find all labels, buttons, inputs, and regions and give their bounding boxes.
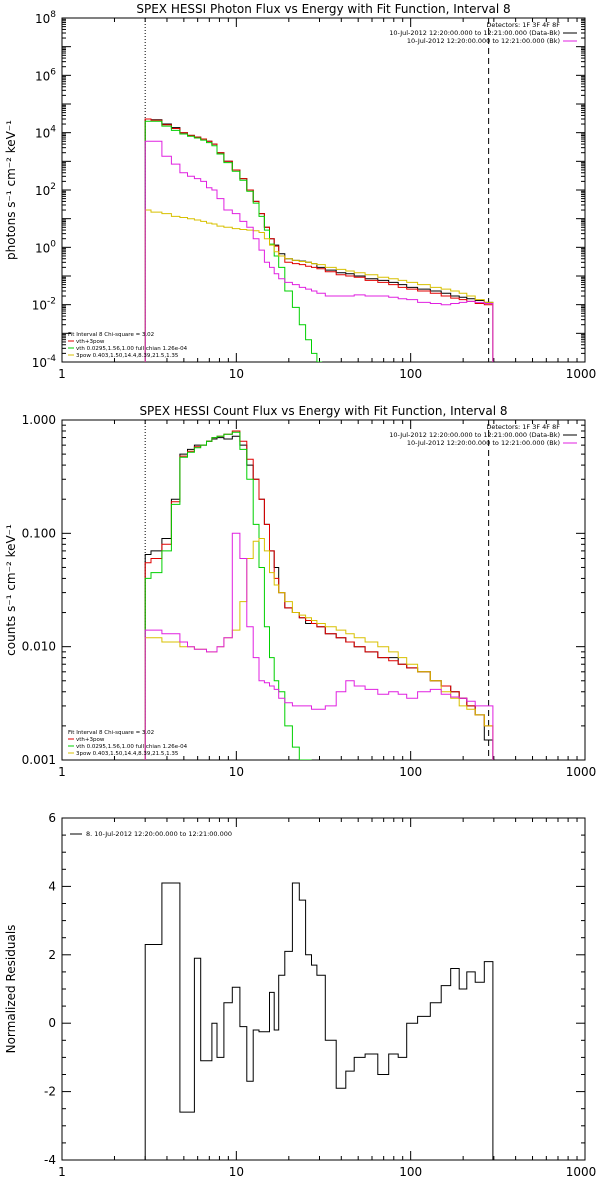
chart-3: Normalized Residuals 1 10 100 1000 -4 -2 0 2 4 6 8.… bbox=[4, 811, 596, 1179]
series-line-1 bbox=[144, 118, 494, 362]
series-line-3 bbox=[144, 431, 312, 760]
series-line-2 bbox=[144, 118, 494, 362]
chart-1: SPEX HESSI Photon Flux vs Energy with Fi… bbox=[4, 2, 596, 381]
info-line: 10-Jul-2012 12:20:00.000 to 12:21:00.000… bbox=[407, 439, 560, 447]
y-tick-label: 10-2 bbox=[32, 297, 56, 313]
y-tick-label: 100 bbox=[35, 239, 56, 255]
x-tick-label: 1000 bbox=[566, 367, 597, 381]
y-axis-label: Normalized Residuals bbox=[4, 925, 18, 1054]
fit-legend-line: Fit Interval 8 Chi-square = 3.02 bbox=[68, 730, 154, 736]
x-tick-label: 1 bbox=[58, 1165, 66, 1179]
info-line: 10-Jul-2012 12:20:00.000 to 12:21:00.000… bbox=[389, 29, 560, 37]
y-tick-label: 0.010 bbox=[22, 640, 56, 654]
fit-legend-line: 3pow 0.403,1.50,14.4,8.39,21.5,1.35 bbox=[76, 751, 179, 757]
series-line-3 bbox=[144, 120, 323, 362]
x-tick-label: 1 bbox=[58, 765, 66, 779]
x-tick-label: 100 bbox=[399, 765, 422, 779]
info-line: Detectors: 1F 3F 4F 8F bbox=[486, 423, 560, 431]
series-line-2 bbox=[144, 430, 494, 760]
fit-legend-line: vth+3pow bbox=[76, 339, 105, 345]
fit-legend-line: vth 0.0295,1.56,1.00 full chian 1.26e-04 bbox=[76, 346, 188, 352]
plot-frame bbox=[61, 419, 586, 761]
chart-title: SPEX HESSI Count Flux vs Energy with Fit… bbox=[139, 404, 507, 418]
y-tick-label: 4 bbox=[48, 879, 56, 893]
plot-frame bbox=[61, 17, 586, 363]
chart-2: SPEX HESSI Count Flux vs Energy with Fit… bbox=[4, 404, 596, 779]
y-axis-label: counts s⁻¹ cm⁻² keV⁻¹ bbox=[4, 524, 18, 656]
fit-legend-line: 3pow 0.403,1.50,14.4,8.39,21.5,1.35 bbox=[76, 353, 179, 359]
series-line-1 bbox=[144, 882, 494, 1160]
x-tick-label: 10 bbox=[229, 765, 244, 779]
chart-title: SPEX HESSI Photon Flux vs Energy with Fi… bbox=[136, 2, 510, 16]
fit-legend-line: vth 0.0295,1.56,1.00 full chian 1.26e-04 bbox=[76, 744, 188, 750]
y-tick-label: 10-4 bbox=[32, 354, 57, 370]
y-tick-label: 6 bbox=[48, 811, 56, 825]
y-tick-label: 2 bbox=[48, 948, 56, 962]
x-tick-label: 100 bbox=[399, 1165, 422, 1179]
y-tick-label: 1.000 bbox=[22, 413, 56, 427]
info-line: 10-Jul-2012 12:20:00.000 to 12:21:00.000… bbox=[389, 431, 560, 439]
y-tick-label: -2 bbox=[44, 1085, 56, 1099]
y-tick-label: 108 bbox=[35, 10, 56, 26]
y-tick-label: 0.001 bbox=[22, 753, 56, 767]
x-tick-label: 1 bbox=[58, 367, 66, 381]
series-line-4 bbox=[144, 209, 494, 362]
x-tick-label: 10 bbox=[229, 367, 244, 381]
plot-frame bbox=[61, 817, 586, 1161]
x-tick-label: 1000 bbox=[566, 765, 597, 779]
y-tick-label: 104 bbox=[35, 125, 56, 141]
x-tick-label: 10 bbox=[229, 1165, 244, 1179]
x-tick-label: 100 bbox=[399, 367, 422, 381]
y-tick-label: 102 bbox=[35, 182, 56, 198]
series-line-1 bbox=[144, 435, 494, 760]
y-axis-label: photons s⁻¹ cm⁻² keV⁻¹ bbox=[4, 120, 18, 260]
y-tick-label: 0.100 bbox=[22, 526, 56, 540]
fit-legend-line: Fit Interval 8 Chi-square = 3.02 bbox=[68, 332, 154, 338]
info-line: Detectors: 1F 3F 4F 8F bbox=[486, 21, 560, 29]
fit-legend-line: vth+3pow bbox=[76, 737, 105, 743]
legend-entry: 8. 10-Jul-2012 12:20:00.000 to 12:21:00.… bbox=[86, 830, 232, 838]
y-tick-label: 106 bbox=[35, 67, 56, 83]
info-line: 10-Jul-2012 12:20:00.000 to 12:21:00.000… bbox=[407, 37, 560, 45]
y-tick-label: 0 bbox=[48, 1016, 56, 1030]
series-line-5 bbox=[144, 140, 494, 362]
y-tick-label: -4 bbox=[44, 1153, 56, 1167]
series-line-5 bbox=[144, 532, 494, 760]
x-tick-label: 1000 bbox=[566, 1165, 597, 1179]
